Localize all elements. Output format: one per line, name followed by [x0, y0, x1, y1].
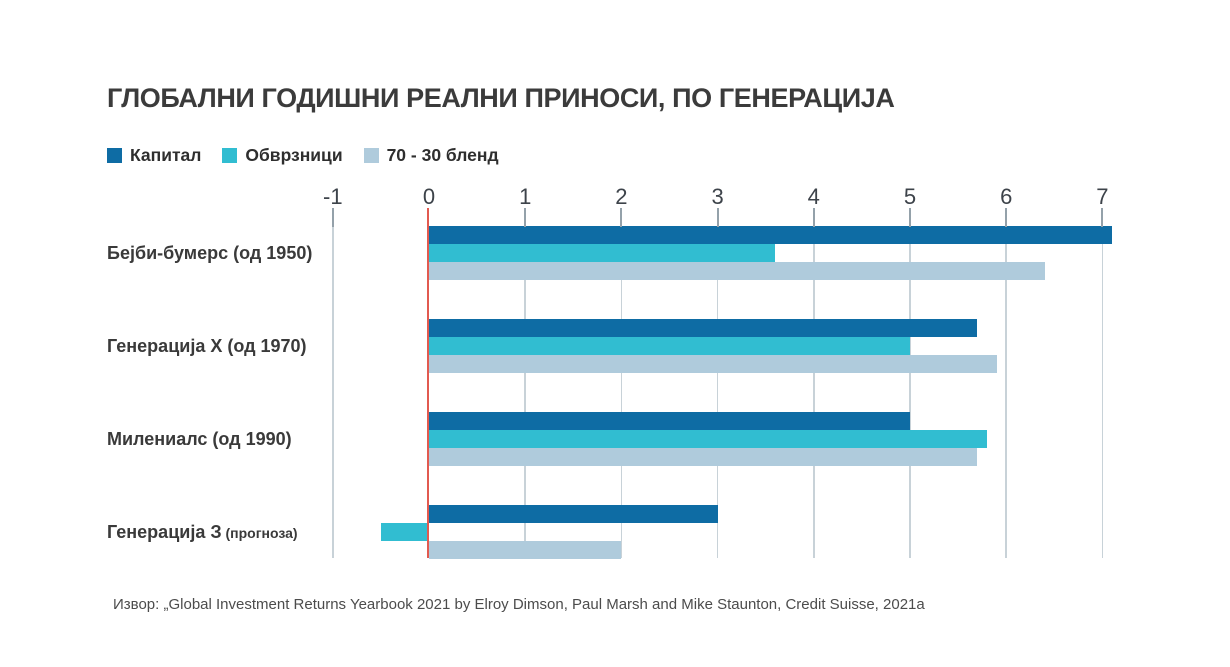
gridline: [716, 227, 719, 558]
bar-Обврзници-2: [429, 430, 987, 448]
category-label-3: Генерација З (прогноза): [107, 522, 298, 542]
x-axis-tick-label: 6: [1000, 184, 1013, 209]
x-axis-tick-mark: [909, 208, 911, 227]
x-axis-tick-label: 0: [422, 184, 436, 209]
legend-item-2: 70 - 30 бленд: [363, 145, 499, 166]
x-axis-tick-mark: [812, 208, 815, 227]
gridline: [1005, 227, 1007, 558]
gridline: [524, 227, 526, 558]
bar-Капитал-1: [429, 319, 978, 337]
bar-Капитал-3: [429, 505, 718, 523]
gridline: [332, 227, 334, 558]
x-axis-tick-label: 4: [807, 184, 820, 209]
x-axis-tick-label: 1: [519, 184, 532, 209]
gridline: [620, 227, 623, 558]
legend-swatch-icon: [107, 148, 122, 163]
x-axis-tick-label: 5: [903, 184, 917, 209]
bar-70 - 30 бленд-2: [429, 448, 978, 466]
category-label-1: Генерација X (од 1970): [107, 336, 307, 356]
x-axis-tick-mark: [1101, 208, 1104, 227]
legend-swatch-icon: [222, 148, 238, 163]
category-label-2: Милениалс (од 1990): [107, 429, 292, 449]
x-axis-tick-mark: [331, 208, 334, 227]
gridline: [909, 227, 911, 558]
bar-Капитал-2: [429, 412, 910, 430]
x-axis-tick-label: -1: [323, 184, 343, 209]
source-note: Извор: „Global Investment Returns Yearbo…: [113, 596, 925, 613]
category-label-0: Бејби-бумерс (од 1950): [107, 243, 313, 263]
x-axis-tick-mark: [716, 208, 719, 227]
bar-Капитал-0: [429, 226, 1113, 244]
x-axis-tick-mark: [524, 208, 527, 227]
bar-70 - 30 бленд-3: [429, 541, 622, 559]
x-axis-tick-label: 3: [711, 184, 724, 209]
bar-70 - 30 бленд-0: [429, 262, 1045, 280]
category-note: (прогноза): [221, 525, 298, 541]
gridline: [1101, 227, 1104, 558]
bar-Обврзници-1: [429, 337, 910, 355]
bar-70 - 30 бленд-1: [429, 355, 997, 373]
x-axis-tick-label: 2: [615, 184, 628, 209]
x-axis-tick-mark: [1005, 208, 1008, 227]
gridline: [813, 227, 815, 558]
legend-label: 70 - 30 бленд: [386, 145, 499, 165]
legend-label: Капитал: [130, 145, 202, 165]
legend-item-0: Капитал: [107, 145, 201, 166]
bar-Обврзници-0: [429, 244, 776, 262]
x-axis-tick-mark: [620, 208, 623, 227]
legend: Капитал Обврзници 70 - 30 бленд: [107, 145, 499, 166]
bar-Обврзници-3: [380, 523, 429, 541]
legend-swatch-icon: [363, 148, 379, 163]
legend-item-1: Обврзници: [222, 145, 343, 166]
zero-baseline: [427, 208, 429, 558]
x-axis-tick-label: 7: [1096, 184, 1109, 209]
legend-label: Обврзници: [245, 145, 343, 165]
chart-title: ГЛОБАЛНИ ГОДИШНИ РЕАЛНИ ПРИНОСИ, ПО ГЕНЕ…: [107, 83, 895, 113]
